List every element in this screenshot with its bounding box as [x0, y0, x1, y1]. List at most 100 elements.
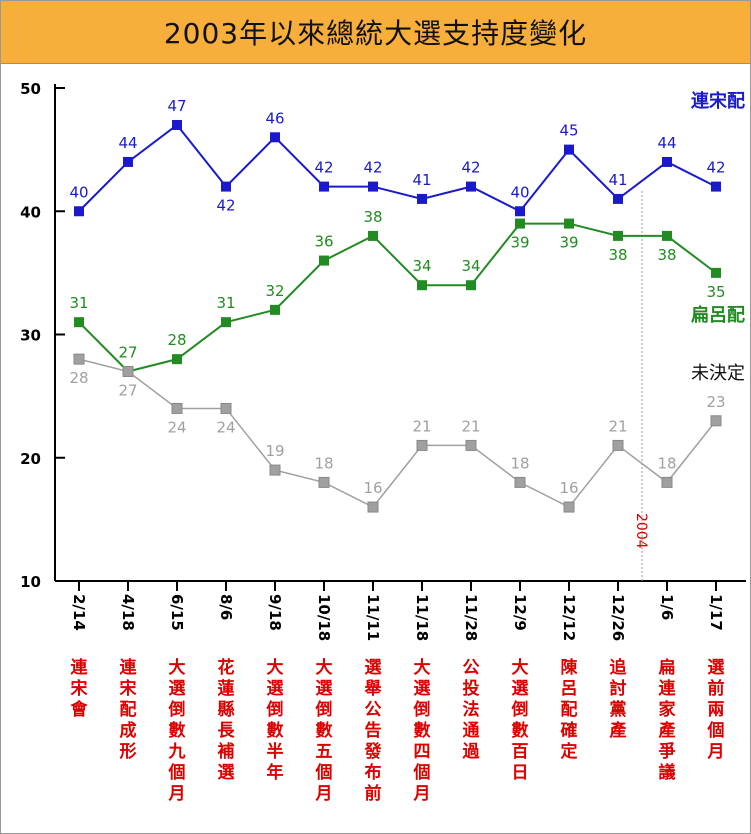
y-tick-label: 10	[20, 573, 41, 591]
event-label-char: 黨	[610, 699, 627, 720]
series-line	[78, 123, 717, 213]
event-label-char: 數	[316, 720, 333, 741]
event-label-char: 家	[659, 699, 676, 720]
event-label-char: 倒	[413, 700, 431, 720]
event-label-char: 月	[168, 784, 186, 804]
event-label-char: 連	[659, 678, 677, 699]
data-label: 18	[657, 454, 676, 472]
event-label-char: 選	[414, 679, 431, 699]
data-label: 47	[167, 97, 186, 115]
event-label-char: 選	[365, 658, 382, 678]
event-label-char: 倒	[511, 700, 529, 720]
event-label-char: 通	[463, 721, 480, 741]
data-point	[172, 119, 182, 130]
event-label-char: 會	[70, 699, 89, 720]
data-point	[319, 255, 329, 266]
event-label-char: 個	[315, 762, 333, 783]
data-label: 16	[559, 479, 578, 497]
event-label-char: 布	[365, 762, 382, 783]
event-label-char: 發	[364, 741, 382, 762]
data-point	[613, 193, 623, 204]
x-tick-label: 2/14	[70, 594, 88, 631]
data-point	[220, 402, 232, 414]
data-point	[74, 206, 84, 217]
event-label-char: 爭	[659, 741, 676, 762]
data-label: 39	[510, 234, 529, 252]
data-point	[662, 230, 672, 241]
event-label-char: 花	[218, 657, 235, 678]
data-point	[710, 415, 722, 427]
data-label: 27	[118, 343, 137, 361]
data-point	[515, 218, 525, 229]
event-label-char: 選	[316, 679, 333, 699]
series-name-label: 扁呂配	[691, 304, 745, 326]
data-point	[466, 181, 476, 192]
data-point	[417, 280, 427, 291]
data-point	[122, 365, 134, 377]
event-label-char: 大	[267, 657, 284, 678]
event-label-char: 公	[365, 700, 382, 720]
data-point	[466, 280, 476, 291]
data-point	[514, 476, 526, 488]
data-point	[269, 464, 281, 476]
event-label-char: 產	[610, 720, 627, 741]
y-tick-label: 40	[20, 203, 41, 221]
data-label: 28	[167, 331, 186, 349]
x-tick-label: 4/18	[119, 594, 137, 631]
data-label: 34	[412, 257, 431, 275]
event-label-char: 呂	[561, 679, 578, 699]
event-label-char: 個	[168, 762, 186, 783]
series-name-label: 未決定	[691, 363, 745, 384]
y-tick-label: 20	[20, 450, 41, 468]
event-label-char: 補	[217, 741, 235, 762]
event-label-char: 前	[365, 783, 382, 804]
data-label: 24	[167, 418, 186, 436]
event-label-char: 月	[413, 784, 431, 804]
data-point	[172, 354, 182, 365]
data-label: 41	[608, 171, 627, 189]
data-label: 45	[559, 122, 578, 140]
data-point	[270, 304, 280, 315]
data-point	[368, 230, 378, 241]
x-tick-label: 1/6	[658, 594, 676, 620]
data-point	[711, 267, 721, 278]
event-label-char: 數	[512, 720, 529, 741]
data-point	[711, 181, 721, 192]
chart-title-bar: 2003年以來總統大選支持度變化	[1, 1, 750, 64]
event-label-char: 追	[610, 657, 628, 678]
event-label-char: 配	[561, 700, 578, 720]
data-label: 21	[461, 417, 480, 435]
data-label: 42	[216, 197, 235, 215]
data-point	[368, 181, 378, 192]
data-label: 42	[363, 159, 382, 177]
event-label-char: 個	[413, 762, 431, 783]
data-point	[171, 402, 183, 414]
data-point	[123, 156, 133, 167]
year-divider-label: 2004	[633, 513, 649, 549]
event-label-char: 配	[120, 700, 137, 720]
data-label: 44	[657, 134, 676, 152]
event-label-char: 產	[659, 720, 676, 741]
event-label-char: 法	[463, 699, 480, 720]
event-label-char: 宋	[119, 678, 137, 699]
event-label-char: 舉	[364, 678, 383, 699]
event-label-char: 確	[561, 720, 578, 741]
event-label-char: 九	[168, 742, 186, 762]
x-tick-label: 11/11	[364, 594, 382, 641]
y-tick-label: 30	[20, 327, 41, 345]
event-label-char: 倒	[315, 700, 333, 720]
data-label: 38	[363, 208, 382, 226]
event-label-char: 宋	[70, 678, 88, 699]
event-label-char: 成	[120, 720, 137, 741]
event-label-char: 大	[169, 657, 186, 678]
event-label-char: 選	[708, 658, 725, 678]
event-label-char: 百	[512, 742, 529, 762]
event-label-char: 公	[463, 658, 480, 678]
x-tick-label: 6/15	[168, 594, 186, 631]
data-label: 16	[363, 479, 382, 497]
event-label-char: 扁	[659, 657, 676, 678]
data-label: 21	[608, 417, 627, 435]
event-label-char: 投	[463, 678, 480, 699]
event-label-char: 大	[414, 657, 431, 678]
event-label-char: 議	[659, 762, 676, 783]
